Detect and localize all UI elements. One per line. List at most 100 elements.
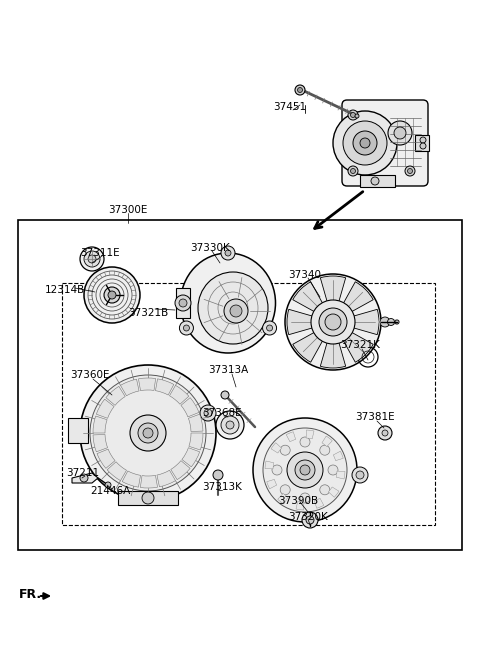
Circle shape — [175, 295, 191, 311]
Bar — [68, 418, 88, 443]
Wedge shape — [328, 487, 339, 497]
Circle shape — [320, 485, 330, 495]
Circle shape — [320, 445, 330, 455]
Wedge shape — [96, 399, 114, 419]
Circle shape — [280, 485, 290, 495]
Circle shape — [356, 471, 364, 479]
Bar — [176, 288, 190, 318]
Circle shape — [200, 405, 216, 421]
Wedge shape — [306, 430, 314, 439]
Text: 37211: 37211 — [66, 468, 99, 478]
Wedge shape — [157, 470, 176, 487]
Circle shape — [287, 452, 323, 488]
Ellipse shape — [180, 253, 276, 353]
Circle shape — [226, 421, 234, 429]
Text: 37321B: 37321B — [128, 308, 168, 318]
Wedge shape — [97, 449, 115, 469]
Circle shape — [221, 246, 235, 260]
Wedge shape — [286, 432, 296, 442]
Wedge shape — [320, 276, 346, 322]
Circle shape — [295, 460, 315, 480]
Circle shape — [382, 430, 388, 436]
Circle shape — [104, 287, 120, 303]
Circle shape — [84, 267, 140, 323]
Bar — [62, 283, 435, 525]
Wedge shape — [333, 309, 379, 335]
Circle shape — [352, 467, 368, 483]
Circle shape — [263, 428, 347, 512]
Wedge shape — [333, 451, 343, 461]
Circle shape — [300, 493, 310, 503]
Circle shape — [325, 314, 341, 330]
Circle shape — [272, 465, 282, 475]
Circle shape — [380, 317, 390, 327]
Circle shape — [420, 143, 426, 149]
Circle shape — [138, 423, 158, 443]
Circle shape — [348, 110, 358, 120]
Wedge shape — [267, 479, 277, 489]
Circle shape — [298, 88, 302, 92]
Circle shape — [280, 445, 290, 455]
Text: 37320K: 37320K — [288, 512, 328, 522]
Wedge shape — [138, 378, 156, 391]
Text: 37451: 37451 — [274, 102, 307, 112]
Wedge shape — [296, 501, 304, 510]
Circle shape — [302, 512, 318, 528]
Wedge shape — [287, 309, 333, 335]
Circle shape — [371, 177, 379, 185]
Text: 37340: 37340 — [288, 270, 322, 280]
Text: 37313K: 37313K — [202, 482, 242, 492]
Circle shape — [319, 308, 347, 336]
Circle shape — [353, 131, 377, 155]
Circle shape — [350, 112, 356, 118]
Text: 12314B: 12314B — [45, 285, 85, 295]
Wedge shape — [106, 386, 125, 406]
Text: 37390B: 37390B — [278, 496, 318, 506]
Wedge shape — [293, 281, 333, 322]
Wedge shape — [181, 398, 199, 417]
Wedge shape — [169, 385, 189, 404]
Wedge shape — [278, 493, 288, 504]
Circle shape — [328, 465, 338, 475]
Circle shape — [348, 166, 358, 176]
Circle shape — [230, 305, 242, 317]
Circle shape — [80, 247, 104, 271]
Wedge shape — [333, 281, 373, 322]
Polygon shape — [72, 473, 98, 483]
Wedge shape — [271, 443, 282, 453]
Circle shape — [225, 250, 231, 256]
Circle shape — [387, 318, 395, 326]
Wedge shape — [122, 471, 141, 487]
Wedge shape — [156, 379, 174, 395]
Text: 37321K: 37321K — [340, 340, 380, 350]
Circle shape — [395, 320, 399, 324]
Circle shape — [394, 127, 406, 139]
Circle shape — [378, 426, 392, 440]
Text: 37381E: 37381E — [355, 412, 395, 422]
Circle shape — [108, 291, 116, 299]
Wedge shape — [314, 499, 324, 508]
Wedge shape — [322, 436, 332, 447]
Circle shape — [420, 137, 426, 143]
Wedge shape — [182, 448, 200, 467]
Circle shape — [80, 474, 88, 482]
Circle shape — [224, 299, 248, 323]
Circle shape — [179, 299, 187, 307]
Text: 37368E: 37368E — [202, 408, 242, 418]
Wedge shape — [336, 471, 345, 479]
Circle shape — [130, 415, 166, 451]
Circle shape — [350, 168, 356, 174]
Text: 37360E: 37360E — [70, 370, 110, 380]
Circle shape — [295, 85, 305, 95]
Wedge shape — [120, 379, 139, 396]
Text: 21446A: 21446A — [90, 486, 130, 496]
Circle shape — [360, 138, 370, 148]
Text: FR.: FR. — [18, 588, 42, 601]
Circle shape — [142, 492, 154, 504]
Circle shape — [333, 111, 397, 175]
Circle shape — [253, 418, 357, 522]
Bar — [18, 220, 462, 550]
Circle shape — [311, 300, 355, 344]
Circle shape — [221, 391, 229, 399]
Circle shape — [183, 325, 190, 331]
